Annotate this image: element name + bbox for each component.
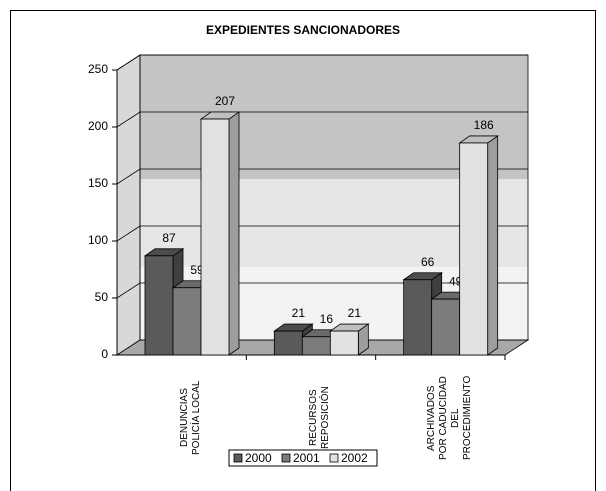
value-label: 207 <box>215 94 235 108</box>
bar-front <box>329 330 359 356</box>
value-label: 21 <box>348 306 362 320</box>
bar-side <box>487 135 499 356</box>
legend-swatch <box>329 453 339 463</box>
legend-label: 2000 <box>245 451 272 465</box>
bar-front <box>200 118 230 356</box>
legend-box <box>228 449 378 467</box>
bar <box>199 111 241 356</box>
side-wall <box>116 54 141 356</box>
legend-label: 2001 <box>293 451 320 465</box>
bar-front <box>172 287 202 356</box>
legend-label: 2002 <box>341 451 368 465</box>
bar <box>458 135 499 356</box>
value-label: 87 <box>162 231 176 245</box>
grid-line <box>116 282 528 299</box>
bar-front <box>273 330 303 356</box>
bar-front <box>301 336 331 356</box>
legend-swatch <box>233 453 243 463</box>
grid-line <box>116 111 528 128</box>
y-tick-label: 50 <box>95 290 109 304</box>
bar-front <box>144 255 174 356</box>
y-tick-label: 250 <box>88 62 108 76</box>
y-tick-label: 150 <box>88 176 108 190</box>
legend-swatch <box>281 453 291 463</box>
value-label: 16 <box>320 312 334 326</box>
bar-side <box>228 111 240 356</box>
x-tick-label: ARCHIVADOS POR CADUCIDAD DEL PROCEDIMIEN… <box>425 375 473 461</box>
bar-front <box>431 298 461 356</box>
bar <box>329 323 370 356</box>
value-label: 186 <box>474 118 494 132</box>
chart-title: EXPEDIENTES SANCIONADORES <box>206 23 400 37</box>
grid-line <box>116 225 528 242</box>
value-label: 59 <box>190 263 204 277</box>
x-tick-label: RECURSOS REPOSICIÓN <box>308 386 332 450</box>
y-tick-label: 200 <box>88 119 108 133</box>
y-tick-label: 0 <box>101 347 108 361</box>
x-tick-label: DENUNCIAS POLICÍA LOCAL <box>179 380 202 456</box>
value-label: 49 <box>449 274 463 288</box>
grid-line <box>116 168 528 185</box>
bar-front <box>459 142 489 356</box>
value-label: 66 <box>421 255 435 269</box>
value-label: 21 <box>292 306 306 320</box>
grid-line <box>116 54 528 71</box>
y-tick-label: 100 <box>88 233 108 247</box>
bar-front <box>403 279 433 356</box>
